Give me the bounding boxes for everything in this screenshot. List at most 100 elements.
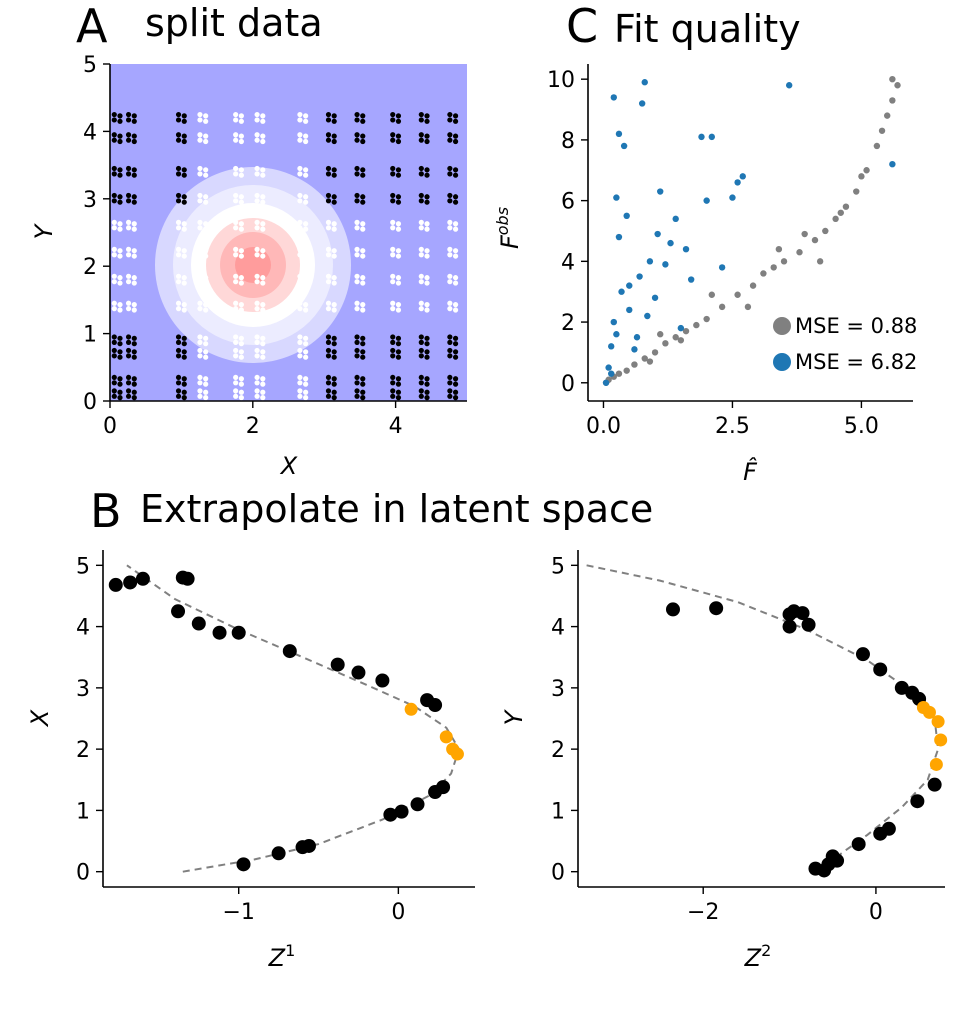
train-point: [418, 117, 424, 123]
fit-point-s0: [631, 361, 638, 368]
train-point: [117, 349, 123, 355]
heldout-point: [197, 388, 203, 394]
heldout-point: [331, 280, 337, 286]
fit-point-s1: [672, 215, 679, 223]
heldout-point: [452, 248, 459, 254]
heldout-point: [254, 393, 260, 399]
heldout-point: [354, 246, 360, 252]
heldout-point: [424, 280, 430, 286]
train-point: [354, 388, 360, 394]
train-point: [181, 194, 187, 200]
train-point: [325, 111, 332, 118]
train-point: [117, 172, 123, 178]
heldout-point: [297, 306, 303, 312]
heldout-point: [254, 198, 260, 204]
heldout-point: [203, 194, 209, 200]
panel-b-left-ytick-label-0: 0: [76, 861, 90, 886]
train-point: [111, 198, 117, 204]
heldout-point: [111, 306, 117, 312]
train-point: [395, 194, 402, 200]
panel-c-title: Fit quality: [614, 7, 801, 51]
panel-b-right-ytick-label-5: 5: [551, 554, 565, 579]
train-point: [111, 132, 117, 138]
panel-b-left-train-point: [236, 857, 251, 872]
panel-c-ytick-label-2: 4: [561, 250, 575, 275]
heldout-point: [238, 194, 244, 200]
train-point: [331, 376, 337, 382]
panel-b-right-test-point: [934, 733, 948, 747]
heldout-point: [233, 225, 239, 231]
heldout-point: [254, 380, 260, 386]
heldout-point: [303, 226, 309, 232]
heldout-point: [125, 279, 132, 285]
heldout-point: [297, 171, 303, 177]
heldout-point: [354, 273, 360, 279]
fit-point-s0: [672, 334, 679, 341]
train-point: [390, 380, 396, 386]
train-point: [181, 389, 187, 395]
fit-point-s1: [620, 142, 628, 150]
heldout-point: [238, 335, 244, 341]
heldout-point: [111, 246, 117, 252]
heldout-point: [260, 389, 266, 395]
heldout-point: [360, 253, 366, 259]
heldout-point: [390, 225, 396, 231]
heldout-point: [297, 279, 303, 285]
train-point: [111, 111, 117, 118]
heldout-point: [233, 347, 239, 354]
fit-point-s1: [623, 212, 630, 220]
train-point: [395, 341, 402, 347]
fit-point-s1: [615, 130, 623, 138]
train-point: [390, 192, 396, 199]
legend-label-1: MSE = 6.82: [795, 350, 917, 374]
train-point: [111, 380, 117, 386]
panel-a-ytick-label-3: 3: [83, 188, 97, 213]
train-point: [424, 354, 430, 360]
heldout-point: [360, 275, 366, 281]
train-point: [354, 198, 360, 204]
heldout-point: [254, 219, 260, 225]
train-point: [395, 354, 402, 360]
heldout-point: [260, 199, 266, 205]
heldout-point: [395, 302, 402, 308]
train-point: [325, 380, 332, 386]
train-point: [117, 113, 123, 119]
train-point: [111, 388, 117, 394]
train-point: [447, 339, 453, 345]
train-point: [331, 113, 337, 119]
panel-c-points: [602, 75, 901, 386]
fit-point-s0: [832, 215, 839, 223]
panel-b-right-train-point: [817, 863, 832, 878]
heldout-point: [117, 302, 123, 308]
train-point: [360, 381, 366, 387]
panel-b-right-xtick-label-0: −2: [687, 900, 719, 925]
heldout-point: [238, 221, 244, 227]
panel-a-ylabel: Y: [30, 222, 58, 239]
heldout-point: [360, 248, 366, 254]
panel-b-left-train-point: [271, 846, 286, 861]
train-point: [418, 198, 424, 204]
train-point: [111, 171, 117, 177]
heldout-point: [238, 253, 244, 259]
fit-point-s0: [744, 303, 752, 311]
fit-point-s0: [657, 331, 664, 338]
train-point: [360, 167, 366, 173]
heldout-point: [197, 246, 203, 252]
fit-point-s1: [610, 318, 617, 326]
train-point: [125, 353, 132, 359]
fit-point-s0: [889, 75, 896, 83]
train-point: [390, 171, 396, 177]
heldout-point: [260, 118, 266, 124]
heldout-point: [197, 306, 203, 312]
heldout-point: [233, 279, 239, 285]
legend-marker-1: [773, 353, 791, 371]
fit-point-s0: [641, 355, 648, 362]
heldout-point: [238, 341, 244, 347]
heldout-point: [203, 133, 209, 139]
panel-b-right-test-point: [922, 705, 936, 719]
train-point: [325, 339, 332, 345]
train-point: [331, 138, 337, 145]
heldout-point: [125, 252, 132, 258]
train-point: [360, 172, 366, 178]
train-point: [111, 347, 117, 354]
